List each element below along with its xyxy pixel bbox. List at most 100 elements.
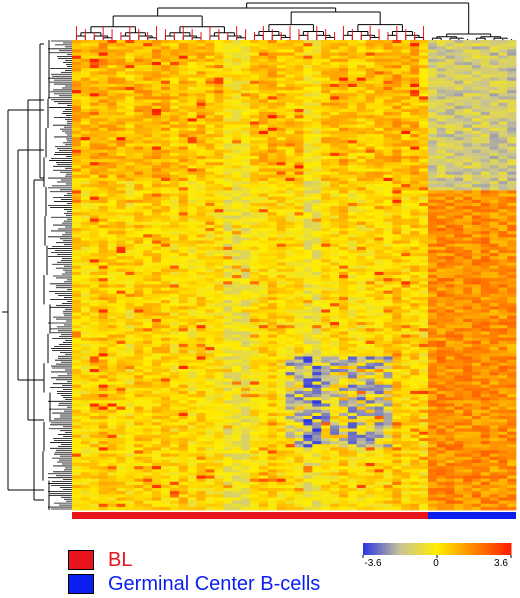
- heatmap-cell: [356, 68, 367, 72]
- heatmap-cell: [98, 93, 108, 97]
- heatmap-cell: [428, 127, 438, 132]
- heatmap-cell: [134, 140, 144, 144]
- heatmap-cell: [401, 140, 411, 144]
- heatmap-cell: [250, 231, 260, 235]
- heatmap-cell: [383, 159, 393, 163]
- heatmap-cell: [223, 99, 233, 104]
- heatmap-cell: [507, 140, 517, 144]
- heatmap-cell: [80, 278, 91, 282]
- heatmap-cell: [258, 83, 269, 88]
- heatmap-cell: [392, 196, 402, 201]
- heatmap-cell: [107, 71, 117, 75]
- heatmap-cell: [232, 300, 242, 304]
- heatmap-cell: [80, 309, 91, 313]
- heatmap-cell: [223, 296, 233, 301]
- heatmap-cell: [480, 162, 490, 166]
- heatmap-cell: [267, 165, 278, 169]
- heatmap-cell: [436, 196, 446, 201]
- heatmap-cell: [330, 237, 340, 241]
- heatmap-cell: [498, 115, 508, 119]
- heatmap-cell: [285, 312, 295, 317]
- heatmap-cell: [214, 221, 224, 226]
- heatmap-cell: [312, 65, 322, 69]
- heatmap-cell: [107, 196, 117, 201]
- heatmap-cell: [196, 262, 206, 266]
- heatmap-cell: [80, 152, 91, 157]
- heatmap-cell: [445, 246, 455, 251]
- heatmap-cell: [98, 187, 108, 191]
- heatmap-cell: [454, 234, 464, 238]
- heatmap-cell: [303, 215, 313, 219]
- heatmap-cell: [480, 77, 490, 82]
- heatmap-cell: [276, 52, 286, 57]
- heatmap-cell: [356, 174, 367, 179]
- heatmap-cell: [489, 231, 499, 235]
- heatmap-cell: [223, 71, 233, 75]
- heatmap-cell: [365, 293, 375, 298]
- heatmap-cell: [294, 93, 304, 97]
- heatmap-cell: [330, 52, 340, 57]
- heatmap-cell: [445, 80, 455, 85]
- heatmap-cell: [187, 61, 197, 66]
- heatmap-cell: [498, 209, 508, 213]
- heatmap-cell: [312, 306, 322, 310]
- heatmap-cell: [89, 77, 100, 82]
- heatmap-cell: [169, 46, 180, 50]
- heatmap-cell: [339, 253, 349, 257]
- heatmap-cell: [330, 281, 340, 285]
- heatmap-cell: [267, 118, 278, 122]
- heatmap-cell: [356, 256, 367, 260]
- heatmap-cell: [454, 143, 464, 147]
- heatmap-cell: [205, 121, 215, 125]
- heatmap-cell: [187, 68, 197, 72]
- heatmap-cell: [143, 212, 153, 216]
- heatmap-cell: [169, 262, 180, 266]
- heatmap-cell: [463, 93, 473, 97]
- heatmap-cell: [347, 134, 358, 138]
- heatmap-cell: [267, 300, 278, 304]
- heatmap-cell: [267, 137, 278, 141]
- heatmap-cell: [428, 49, 438, 53]
- heatmap-cell: [419, 177, 429, 182]
- heatmap-cell: [125, 206, 135, 210]
- heatmap-cell: [89, 309, 100, 313]
- heatmap-cell: [365, 130, 375, 135]
- heatmap-cell: [436, 253, 446, 257]
- heatmap-cell: [392, 99, 402, 104]
- heatmap-cell: [436, 209, 446, 213]
- heatmap-cell: [178, 108, 189, 113]
- heatmap-cell: [214, 165, 224, 169]
- heatmap-cell: [161, 174, 171, 179]
- heatmap-cell: [445, 149, 455, 154]
- heatmap-cell: [214, 130, 224, 135]
- heatmap-cell: [285, 246, 295, 251]
- heatmap-cell: [436, 140, 446, 144]
- heatmap-cell: [472, 124, 482, 129]
- heatmap-cell: [143, 293, 153, 298]
- heatmap-cell: [410, 278, 420, 282]
- heatmap-cell: [250, 190, 260, 194]
- heatmap-cell: [258, 74, 269, 78]
- heatmap-cell: [356, 262, 367, 266]
- heatmap-cell: [169, 240, 180, 245]
- heatmap-cell: [472, 134, 482, 138]
- heatmap-cell: [436, 300, 446, 304]
- heatmap-cell: [196, 187, 206, 191]
- heatmap-cell: [205, 165, 215, 169]
- heatmap-cell: [428, 174, 438, 179]
- heatmap-cell: [392, 212, 402, 216]
- heatmap-cell: [89, 240, 100, 245]
- heatmap-cell: [392, 199, 402, 204]
- heatmap-cell: [330, 193, 340, 198]
- heatmap-cell: [214, 199, 224, 204]
- heatmap-cell: [392, 159, 402, 163]
- heatmap-cell: [161, 268, 171, 273]
- heatmap-cell: [178, 55, 189, 60]
- heatmap-cell: [472, 49, 482, 53]
- heatmap-cell: [285, 155, 295, 160]
- heatmap-cell: [232, 246, 242, 251]
- heatmap-cell: [507, 118, 517, 122]
- heatmap-cell: [436, 240, 446, 245]
- heatmap-cell: [392, 184, 402, 188]
- heatmap-cell: [80, 99, 91, 104]
